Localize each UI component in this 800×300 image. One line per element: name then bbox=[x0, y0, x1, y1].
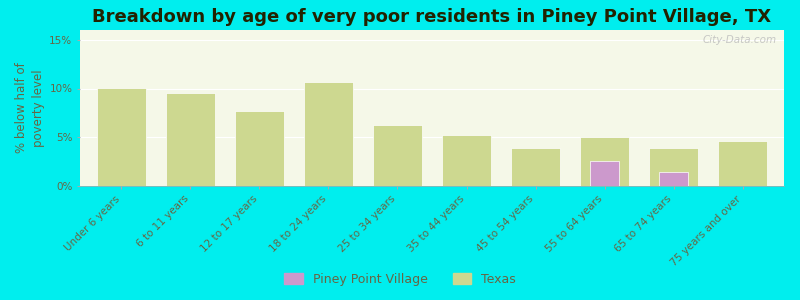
Bar bbox=[580, 137, 629, 186]
Bar bbox=[718, 141, 766, 186]
Y-axis label: % below half of
poverty level: % below half of poverty level bbox=[15, 63, 45, 153]
Bar bbox=[374, 124, 422, 186]
Bar bbox=[235, 111, 284, 186]
Bar bbox=[650, 148, 698, 186]
Bar bbox=[442, 135, 490, 186]
Title: Breakdown by age of very poor residents in Piney Point Village, TX: Breakdown by age of very poor residents … bbox=[93, 8, 771, 26]
Bar bbox=[98, 88, 146, 186]
Bar bbox=[304, 82, 353, 186]
Bar bbox=[166, 93, 214, 186]
Bar bbox=[511, 148, 560, 186]
Text: City-Data.com: City-Data.com bbox=[703, 35, 777, 45]
Bar bbox=[590, 161, 619, 186]
Legend: Piney Point Village, Texas: Piney Point Village, Texas bbox=[279, 268, 521, 291]
Bar bbox=[659, 172, 688, 186]
